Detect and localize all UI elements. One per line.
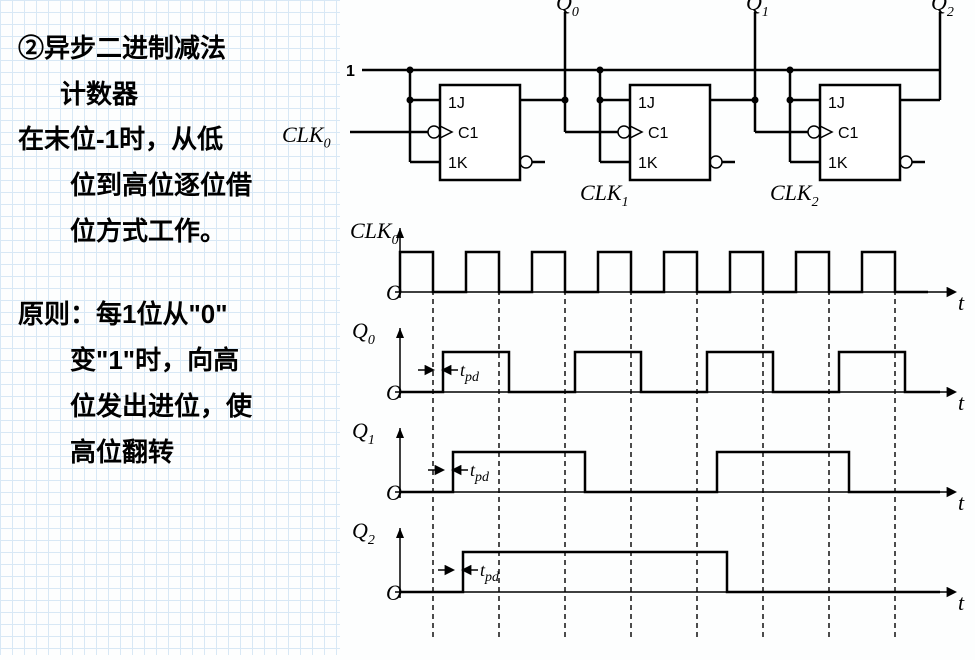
svg-text:Q2: Q2	[352, 518, 375, 548]
q0-label: Q0	[556, 0, 579, 20]
ff0-c: C1	[458, 125, 479, 142]
ff1-c: C1	[648, 125, 669, 142]
flipflop-0: 1J C1 1K	[428, 85, 532, 180]
ff2-k: 1K	[828, 155, 848, 172]
desc-line-2: 位到高位逐位借	[18, 167, 338, 205]
rule-line-4: 高位翻转	[18, 434, 338, 472]
q1-t: t	[958, 490, 965, 515]
q2-t: t	[958, 590, 965, 615]
title-line-1: ②异步二进制减法	[18, 30, 338, 68]
spacer	[18, 258, 338, 288]
svg-text:Q1: Q1	[352, 418, 375, 448]
explanation-text: ②异步二进制减法 计数器 在末位-1时，从低 位到高位逐位借 位方式工作。 原则…	[18, 30, 338, 479]
q2-label: Q2	[931, 0, 954, 20]
rule-line-2: 变"1"时，向高	[18, 342, 338, 380]
svg-text:Q0: Q0	[352, 318, 375, 348]
flipflop-2: 1J C1 1K	[808, 85, 912, 180]
q1-label: Q1	[746, 0, 769, 20]
timing-diagram: CLK0 O t Q0 O t tpd	[350, 218, 965, 640]
desc-line-3: 位方式工作。	[18, 213, 338, 251]
dashed-refs	[433, 290, 895, 640]
flipflop-1: 1J C1 1K	[618, 85, 722, 180]
clk2-label: CLK2	[770, 180, 819, 210]
q1-tpd: tpd	[470, 460, 490, 485]
q0-t: t	[958, 390, 965, 415]
rule-line-3: 位发出进位，使	[18, 388, 338, 426]
ff2-c: C1	[838, 125, 859, 142]
row-q1: Q1 O t tpd	[352, 418, 965, 515]
q0-origin: O	[386, 380, 402, 405]
clk1-label: CLK1	[580, 180, 629, 210]
ff0-j: 1J	[448, 95, 465, 112]
ff2-j: 1J	[828, 95, 845, 112]
row-clk0: CLK0 O t	[350, 218, 965, 315]
q0-tpd: tpd	[460, 360, 480, 385]
title-line-2: 计数器	[18, 76, 338, 114]
ff1-j: 1J	[638, 95, 655, 112]
svg-text:CLK0: CLK0	[350, 218, 399, 248]
q2-tpd: tpd	[480, 560, 500, 585]
logic-1-label: 1	[346, 63, 355, 80]
diagram-area: 1 CLK0 1J C1 1K Q	[340, 0, 975, 655]
q1-origin: O	[386, 480, 402, 505]
q2-origin: O	[386, 580, 402, 605]
circuit-schematic: 1 CLK0 1J C1 1K Q	[340, 0, 954, 210]
ff1-k: 1K	[638, 155, 658, 172]
ff0-k: 1K	[448, 155, 468, 172]
row-q0: Q0 O t tpd	[352, 318, 965, 415]
circuit-and-timing-svg: 1 CLK0 1J C1 1K Q	[340, 0, 975, 655]
row-q2: Q2 O t tpd	[352, 518, 965, 615]
clk0-input-label: CLK0	[282, 122, 331, 152]
rule-line-1: 原则：每1位从"0"	[18, 296, 338, 334]
clk0-t: t	[958, 290, 965, 315]
